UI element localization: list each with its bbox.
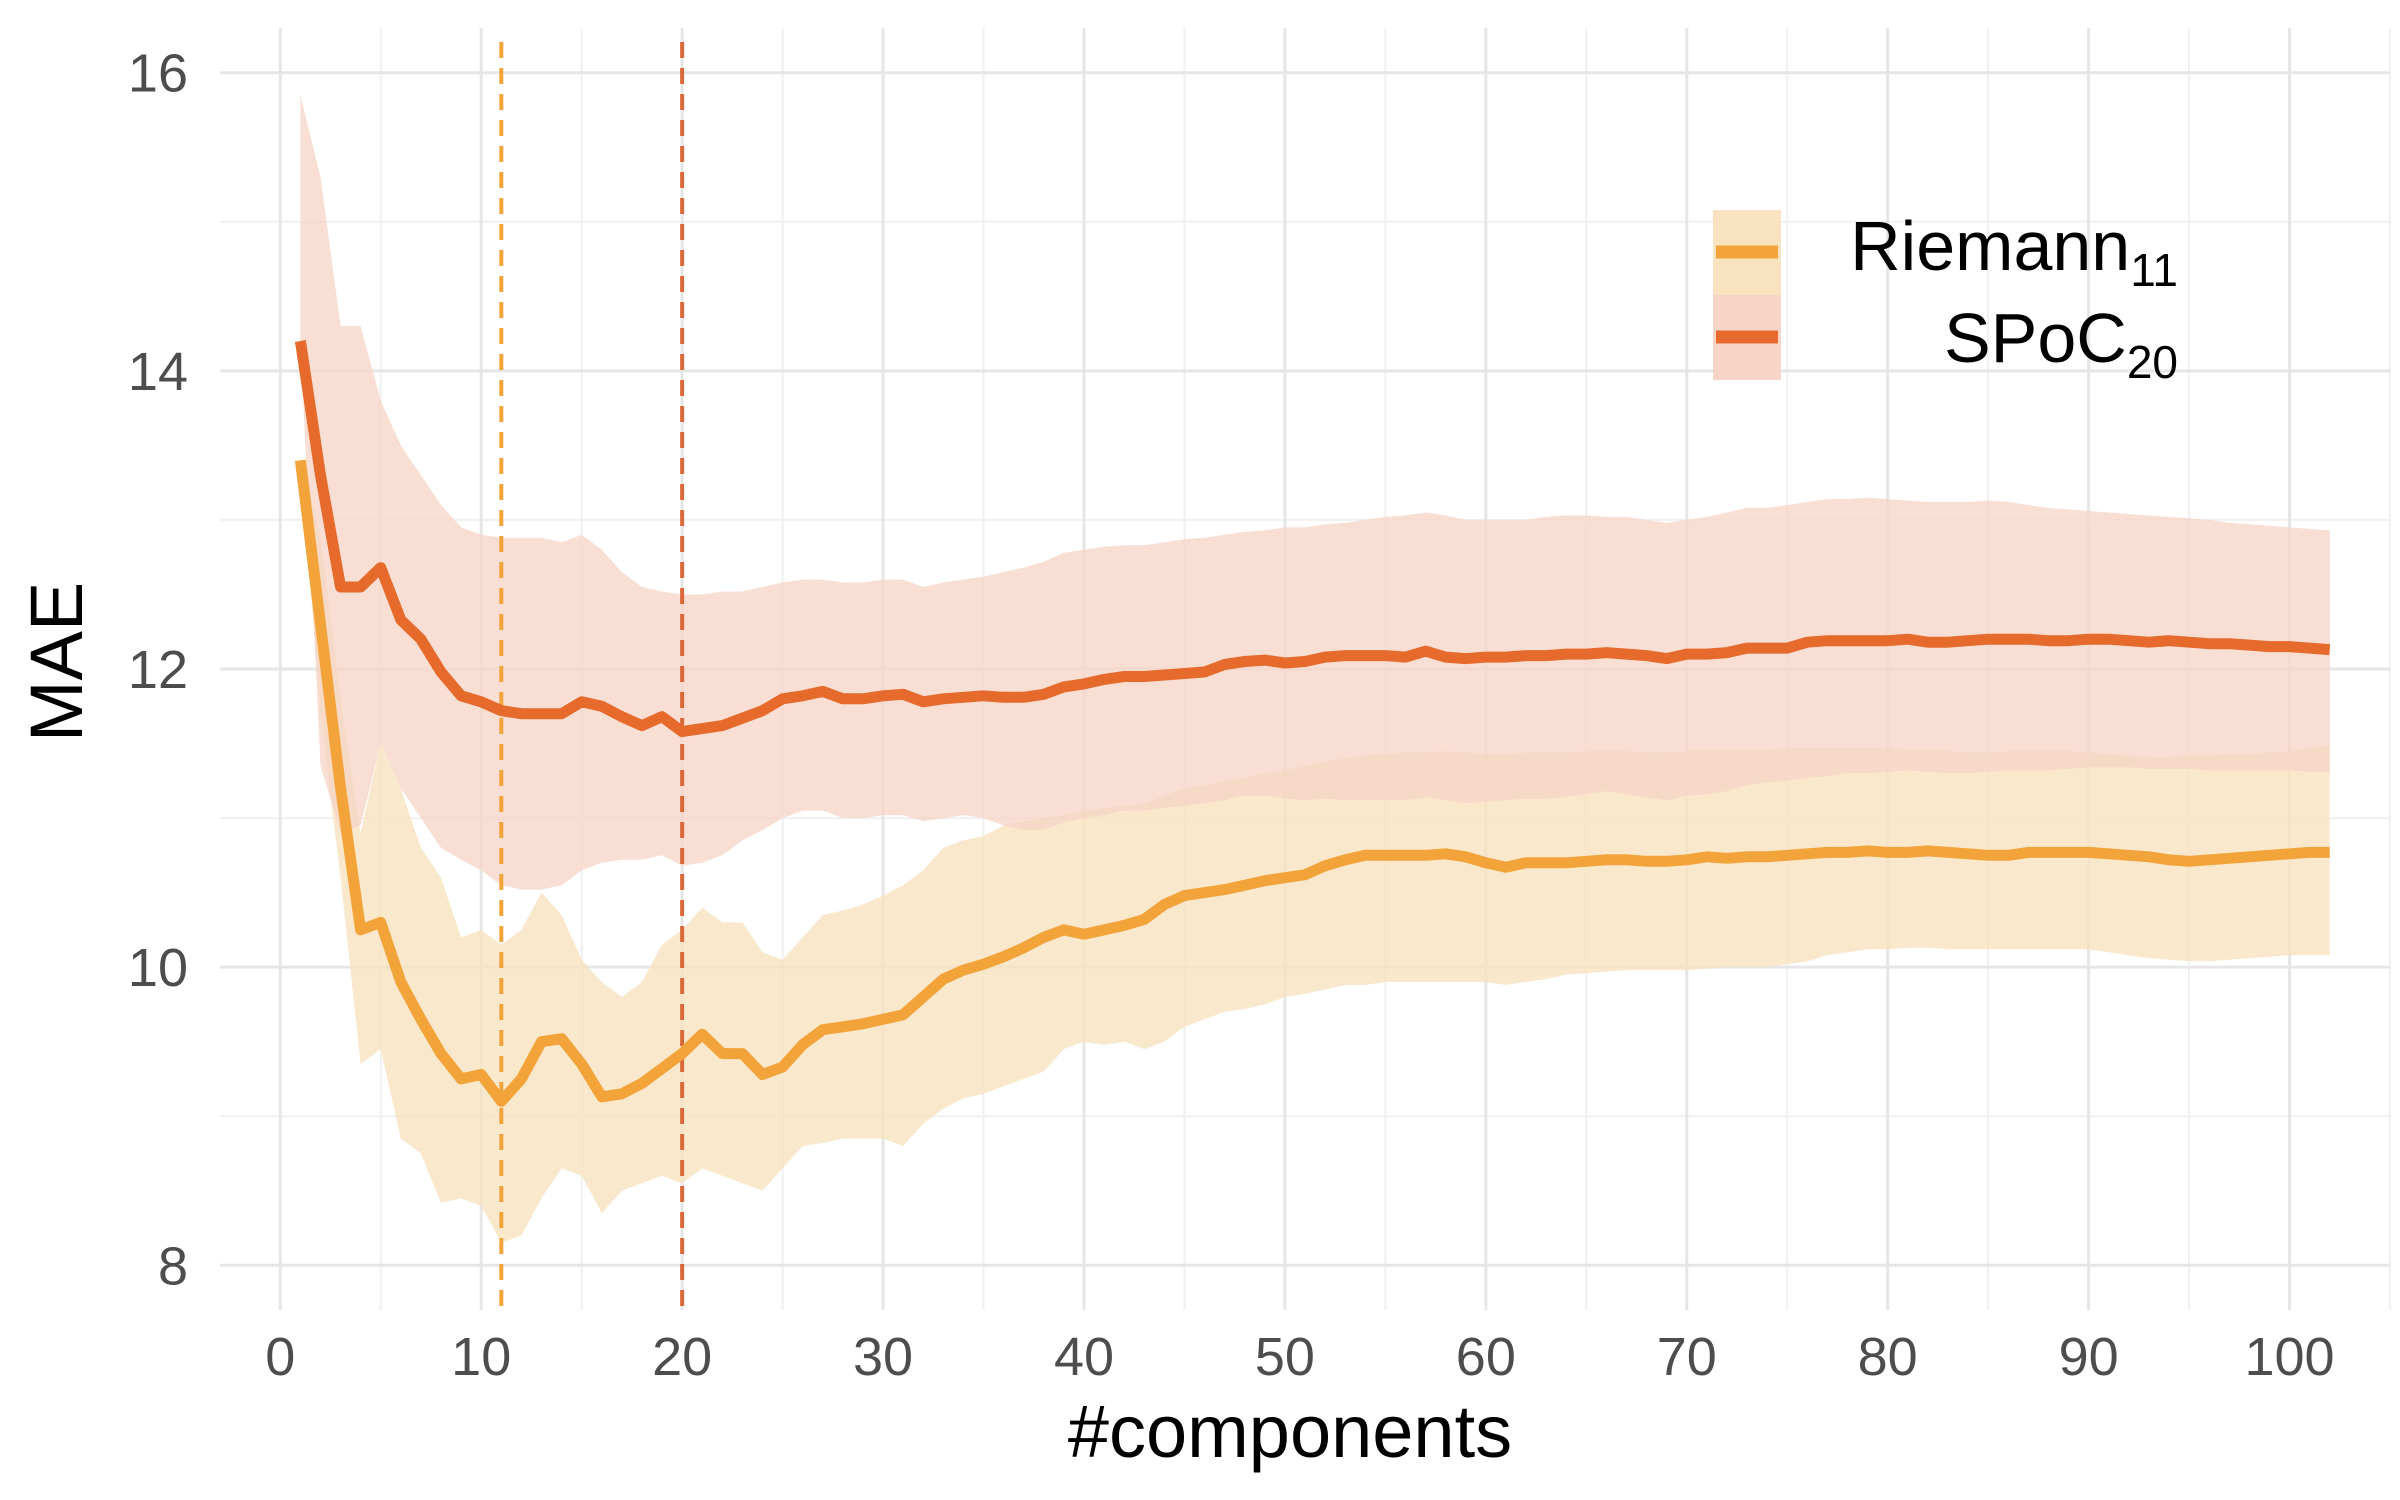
legend: Riemann11 SPoC20 bbox=[1713, 207, 2178, 388]
x-tick-label: 90 bbox=[2059, 1327, 2119, 1387]
y-tick-label: 14 bbox=[128, 342, 188, 402]
legend-spoc-subscript: 20 bbox=[2127, 336, 2178, 388]
legend-label-riemann: Riemann11 bbox=[1850, 207, 2178, 296]
x-tick-label: 30 bbox=[853, 1327, 913, 1387]
x-tick-label: 80 bbox=[1858, 1327, 1918, 1387]
legend-label-spoc: SPoC20 bbox=[1944, 299, 2178, 388]
x-tick-label: 50 bbox=[1255, 1327, 1315, 1387]
reference-lines bbox=[499, 42, 685, 1310]
legend-spoc-name: SPoC bbox=[1944, 299, 2127, 377]
y-tick-label: 10 bbox=[128, 938, 188, 998]
x-tick-labels: 0 10 20 30 40 50 60 70 80 90 100 bbox=[265, 1327, 2334, 1387]
x-tick-label: 0 bbox=[265, 1327, 295, 1387]
x-tick-label: 100 bbox=[2244, 1327, 2334, 1387]
y-tick-label: 8 bbox=[158, 1236, 188, 1296]
x-axis-title: #components bbox=[1068, 1390, 1512, 1473]
x-tick-label: 10 bbox=[451, 1327, 511, 1387]
line-riemann bbox=[294, 459, 2330, 1107]
legend-riemann-name: Riemann bbox=[1850, 207, 2130, 285]
y-axis-title: MAE bbox=[15, 582, 98, 742]
y-tick-labels: 8 10 12 14 16 bbox=[128, 44, 188, 1297]
line-spoc bbox=[294, 340, 2331, 738]
x-tick-label: 60 bbox=[1456, 1327, 1516, 1387]
x-tick-label: 40 bbox=[1054, 1327, 1114, 1387]
x-tick-label: 20 bbox=[652, 1327, 712, 1387]
y-tick-label: 12 bbox=[128, 640, 188, 700]
y-tick-label: 16 bbox=[128, 44, 188, 104]
series-lines bbox=[294, 340, 2331, 1107]
x-tick-label: 70 bbox=[1657, 1327, 1717, 1387]
legend-riemann-subscript: 11 bbox=[2130, 244, 2178, 296]
